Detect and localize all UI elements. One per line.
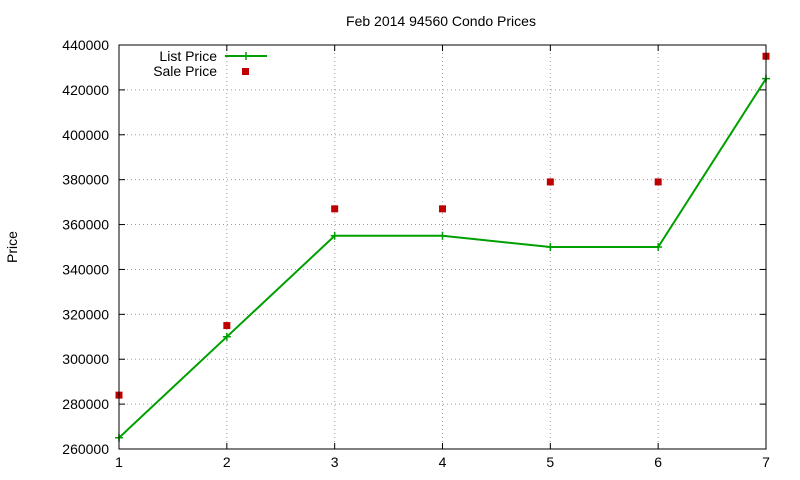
y-axis-label: Price	[4, 231, 20, 263]
y-tick-label: 380000	[62, 172, 109, 188]
y-tick-label: 420000	[62, 82, 109, 98]
legend-marker-list-price	[242, 52, 250, 60]
list-price-line	[118, 78, 767, 439]
grid	[118, 44, 767, 450]
sale-price-point	[439, 205, 446, 213]
x-tick-labels: 1 2 3 4 5 6 7	[115, 454, 770, 470]
sale-price-point	[546, 178, 554, 186]
y-tick-labels: 260000 280000 300000 320000 340000 360000 3800…	[62, 37, 109, 457]
y-tick-label: 320000	[62, 306, 109, 322]
list-price-point	[330, 231, 339, 240]
x-tick-label: 7	[762, 454, 770, 470]
legend-label-sale-price: Sale Price	[153, 63, 217, 79]
y-tick-label: 400000	[62, 127, 109, 143]
legend: List Price Sale Price	[153, 48, 267, 79]
x-tick-label: 6	[654, 454, 662, 470]
legend-label-list-price: List Price	[159, 48, 217, 64]
x-tick-label: 2	[223, 454, 231, 470]
plot-frame	[118, 44, 767, 450]
list-price-point	[546, 243, 555, 251]
sale-price-point	[331, 205, 339, 213]
y-tick-label: 300000	[62, 351, 109, 367]
x-tick-label: 3	[331, 454, 339, 470]
chart-title: Feb 2014 94560 Condo Prices	[346, 13, 536, 29]
x-tick-label: 5	[546, 454, 554, 470]
y-tick-label: 340000	[62, 261, 109, 277]
sale-price-point	[223, 322, 231, 330]
y-tick-label: 440000	[62, 37, 109, 53]
y-tick-label: 360000	[62, 217, 109, 233]
list-price-point	[438, 231, 447, 240]
sale-price-point	[654, 178, 662, 186]
y-tick-label: 260000	[62, 441, 109, 457]
list-price-point	[654, 243, 663, 251]
legend-marker-sale-price	[242, 68, 249, 75]
x-tick-label: 1	[115, 454, 123, 470]
y-tick-label: 280000	[62, 396, 109, 412]
x-tick-label: 4	[439, 454, 447, 470]
list-price-point	[222, 332, 231, 341]
